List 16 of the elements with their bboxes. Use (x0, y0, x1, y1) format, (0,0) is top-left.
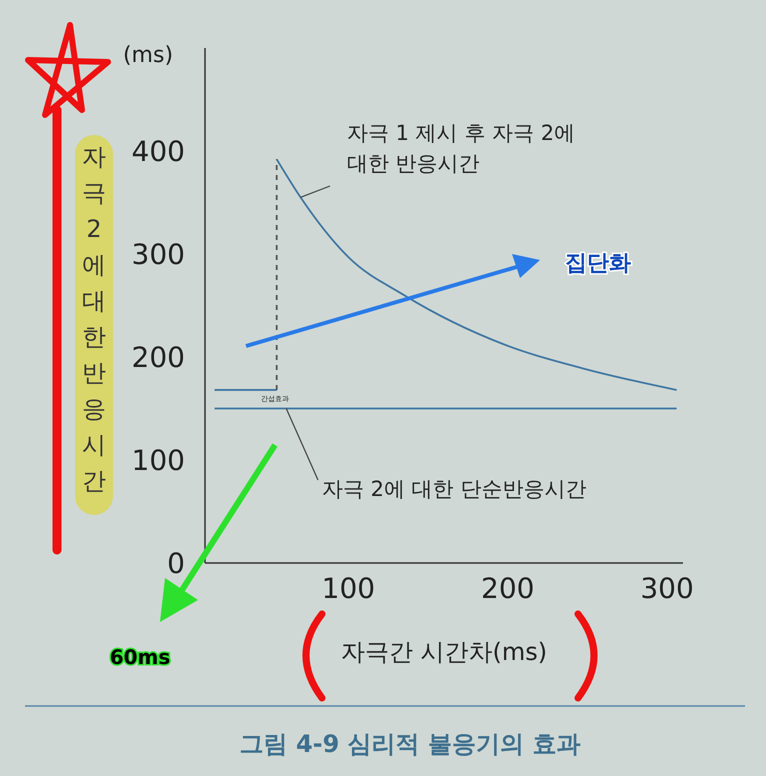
annotation: 자극 1 제시 후 자극 2에 대한 반응시간 (347, 121, 576, 176)
annotation: 집단화 (565, 251, 631, 276)
text: 60ms (110, 645, 170, 669)
text: 자극2에대한반응시간 (82, 143, 106, 495)
y-tick-label: 0 (167, 547, 185, 580)
y-tick-label: 400 (132, 135, 185, 168)
x-tick-label: 200 (481, 572, 534, 605)
text: (ms) (122, 43, 174, 68)
y-tick-label: 100 (132, 444, 185, 477)
annotation: 자극 2에 대한 단순반응시간 (322, 477, 586, 501)
y-tick-label: 200 (132, 341, 185, 374)
x-tick-label: 100 (322, 572, 376, 605)
text: 그림 4-9 심리적 불응기의 효과 (240, 730, 580, 758)
x-tick-label: 300 (640, 572, 694, 605)
y-tick-label: 300 (132, 238, 185, 271)
x-axis-title: 자극간 시간차(ms) (340, 638, 548, 666)
